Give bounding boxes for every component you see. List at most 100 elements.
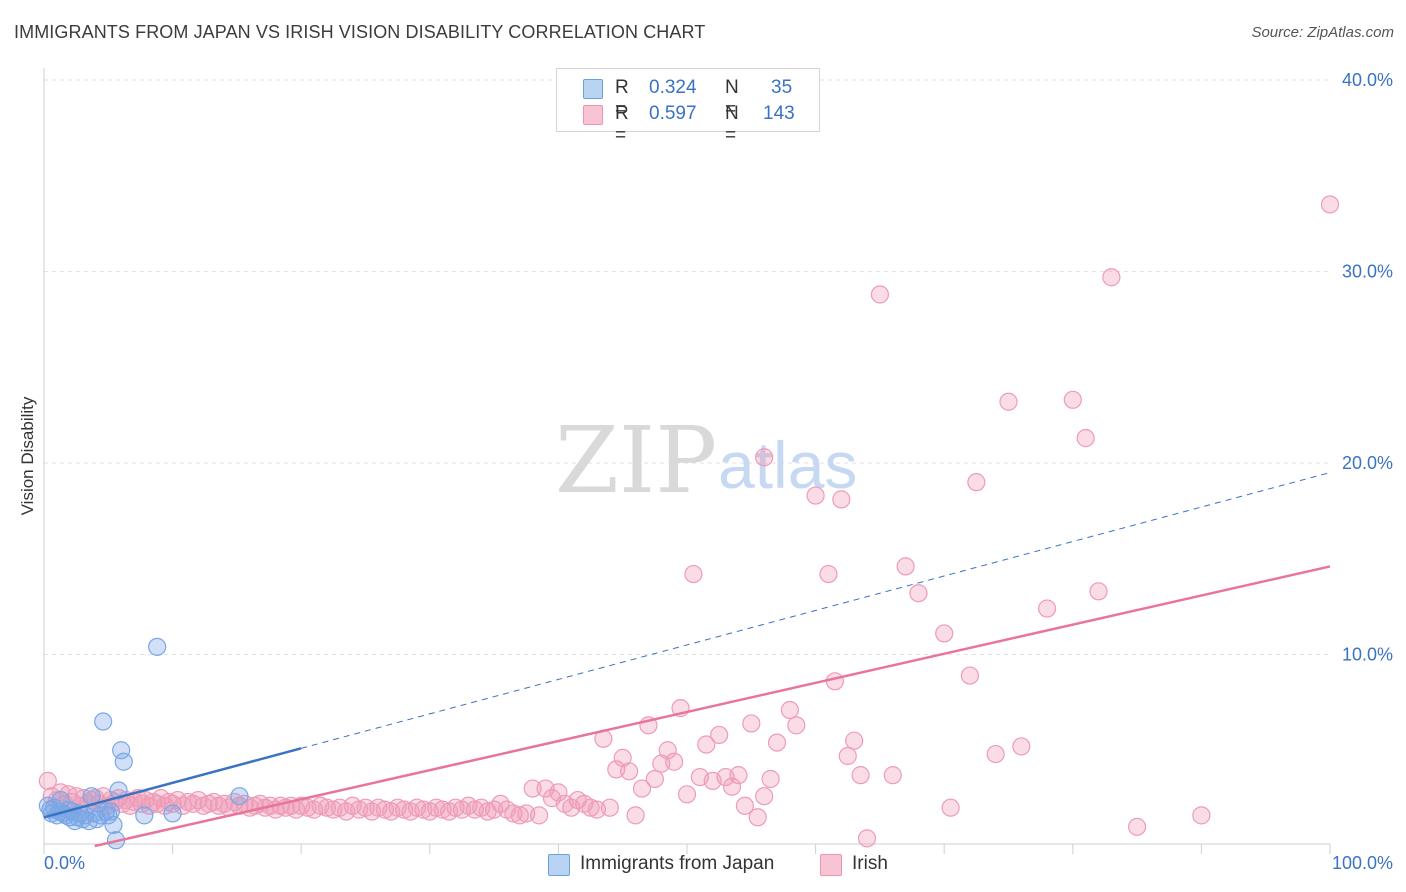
japan-trendline xyxy=(43,747,302,819)
legend-n-label: N = xyxy=(725,77,739,120)
irish-point xyxy=(1320,195,1340,214)
legend-r-label: R = xyxy=(615,103,629,146)
irish-points xyxy=(38,195,1340,848)
irish-point xyxy=(1089,582,1108,601)
legend-swatch-irish xyxy=(583,105,603,125)
irish-point xyxy=(710,725,729,745)
japan-point xyxy=(94,712,113,731)
legend-swatch-japan xyxy=(583,79,603,99)
irish-point xyxy=(838,746,857,766)
irish-point xyxy=(735,796,754,815)
irish-point xyxy=(806,486,825,505)
japan-point xyxy=(104,815,123,835)
irish-point xyxy=(684,564,703,584)
japan-trendline-dashed xyxy=(301,472,1331,749)
legend-n-label: N = xyxy=(725,103,739,146)
trendlines xyxy=(43,472,1331,848)
irish-point xyxy=(1076,429,1095,448)
irish-point xyxy=(832,490,851,509)
japan-point xyxy=(101,802,120,821)
japan-points xyxy=(38,637,249,850)
irish-point xyxy=(845,731,864,750)
irish-point xyxy=(1192,806,1211,825)
legend-label-japan: Immigrants from Japan xyxy=(580,853,775,874)
axes xyxy=(43,68,1331,854)
irish-point xyxy=(986,744,1005,764)
irish-point xyxy=(729,766,748,785)
irish-point xyxy=(767,733,787,752)
irish-point xyxy=(189,790,208,810)
y-tick-label: 20.0% xyxy=(1342,453,1393,473)
japan-point xyxy=(230,787,249,806)
irish-point xyxy=(697,735,716,754)
irish-point xyxy=(851,766,870,785)
irish-point xyxy=(870,285,890,304)
irish-point xyxy=(677,785,697,804)
irish-point xyxy=(504,804,523,823)
irish-point xyxy=(819,564,838,584)
irish-point xyxy=(755,787,774,806)
irish-point xyxy=(857,829,877,848)
irish-point xyxy=(1127,817,1147,836)
irish-point xyxy=(581,798,600,817)
y-tick-label: 10.0% xyxy=(1342,645,1393,665)
irish-point xyxy=(909,584,928,603)
legend-n-value: 35 xyxy=(771,77,793,98)
irish-point xyxy=(935,624,954,643)
irish-point xyxy=(722,777,742,796)
irish-trendline xyxy=(94,565,1331,848)
x-tick-label: 100.0% xyxy=(1332,853,1393,873)
y-tick-label: 30.0% xyxy=(1342,262,1393,282)
japan-point xyxy=(135,806,154,825)
x-tick-label: 0.0% xyxy=(44,853,85,873)
irish-point xyxy=(38,771,57,790)
irish-point xyxy=(523,779,542,798)
irish-point xyxy=(549,783,568,802)
japan-point xyxy=(109,781,128,800)
japan-point xyxy=(163,804,182,823)
irish-point xyxy=(600,798,619,817)
irish-point xyxy=(761,769,780,789)
watermark-atlas: atlas xyxy=(718,428,857,502)
correlation-legend: R = 0.324 N = 35 R = 0.597 N = 143 xyxy=(556,68,820,146)
irish-point xyxy=(620,762,639,781)
irish-point xyxy=(626,806,645,825)
irish-point xyxy=(999,392,1018,411)
irish-point xyxy=(967,473,986,492)
chart-source: Source: ZipAtlas.com xyxy=(1251,24,1394,41)
japan-point xyxy=(148,637,167,656)
irish-point xyxy=(787,716,806,735)
irish-point xyxy=(658,741,677,760)
irish-point xyxy=(960,666,980,685)
irish-point xyxy=(645,769,664,789)
irish-point xyxy=(510,806,529,825)
watermark-zip: ZIP xyxy=(555,407,717,514)
irish-point xyxy=(1037,599,1057,618)
irish-point xyxy=(748,808,767,827)
irish-point xyxy=(896,557,915,576)
irish-point xyxy=(883,766,902,785)
irish-point xyxy=(665,752,684,771)
y-tick-label: 40.0% xyxy=(1342,70,1393,90)
irish-point xyxy=(1063,390,1082,409)
irish-point xyxy=(755,448,774,467)
legend-r-value: 0.324 xyxy=(649,77,697,98)
legend-label-irish: Irish xyxy=(852,853,888,874)
legend-r-label: R = xyxy=(615,77,629,120)
japan-point xyxy=(112,741,131,760)
irish-point xyxy=(1012,737,1031,756)
irish-point xyxy=(317,798,337,817)
irish-point xyxy=(632,779,652,798)
irish-point xyxy=(780,700,799,720)
legend-swatch-japan xyxy=(548,854,570,876)
tick-labels: 10.0% 20.0% 30.0% 40.0% 0.0% 100.0% xyxy=(44,70,1393,873)
legend-swatch-irish xyxy=(820,854,842,876)
irish-point xyxy=(941,798,960,817)
irish-point xyxy=(530,806,549,825)
irish-point xyxy=(825,672,844,691)
legend-r-value: 0.597 xyxy=(649,103,697,124)
irish-point xyxy=(742,714,761,733)
japan-point xyxy=(114,752,133,771)
chart-title: IMMIGRANTS FROM JAPAN VS IRISH VISION DI… xyxy=(14,22,706,42)
